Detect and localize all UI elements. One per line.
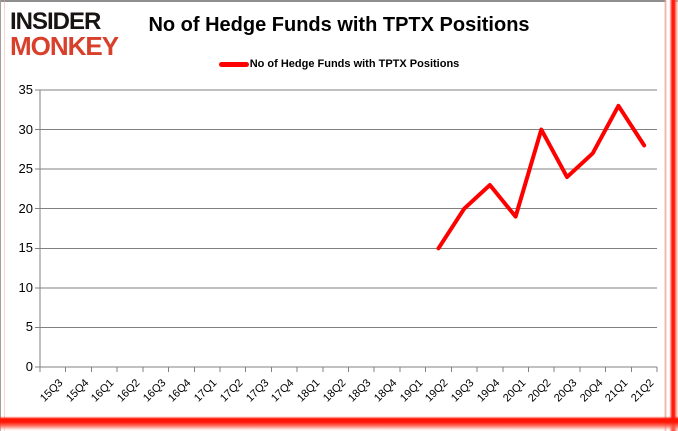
logo-line1: INSIDER	[10, 8, 101, 35]
y-axis-label: 20	[18, 200, 33, 216]
frame-top-border	[0, 0, 678, 2]
y-axis-label: 5	[25, 319, 33, 335]
legend: No of Hedge Funds with TPTX Positions	[0, 57, 678, 71]
data-series-line	[436, 103, 647, 251]
frame-left-border	[0, 0, 1, 431]
logo-line2: MONKEY	[10, 31, 119, 61]
y-axis-label: 0	[25, 359, 33, 374]
legend-label: No of Hedge Funds with TPTX Positions	[249, 58, 460, 70]
y-axis-label: 15	[18, 240, 33, 256]
y-axis-label: 10	[18, 279, 33, 295]
y-axis-label: 35	[18, 82, 33, 97]
insider-monkey-logo: INSIDER MONKEY	[10, 8, 119, 61]
frame-bottom-red-glow	[0, 415, 678, 431]
frame-left-inner-border	[4, 0, 5, 431]
y-axis-label: 30	[18, 121, 33, 137]
legend-line-swatch	[218, 61, 249, 67]
chart-title: No of Hedge Funds with TPTX Positions	[148, 14, 530, 36]
frame-right-red-glow	[664, 0, 678, 431]
y-axis-label: 25	[18, 161, 33, 177]
